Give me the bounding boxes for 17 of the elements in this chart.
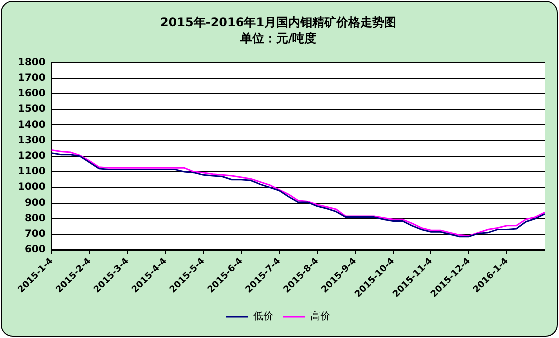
- legend-label: 高价: [310, 310, 330, 323]
- y-tick-label: 1300: [18, 135, 46, 146]
- y-tick-label: 1100: [18, 166, 46, 178]
- chart-title: 2015年-2016年1月国内钼精矿价格走势图: [160, 15, 397, 30]
- legend-label: 低价: [254, 310, 274, 323]
- y-tick-label: 900: [24, 198, 46, 209]
- chart-subtitle: 单位：元/吨度: [239, 32, 317, 46]
- y-tick-label: 1700: [18, 73, 46, 84]
- y-tick-label: 1600: [18, 88, 46, 100]
- y-tick-label: 800: [24, 213, 46, 224]
- y-tick-label: 600: [24, 244, 46, 256]
- y-tick-label: 1200: [18, 151, 46, 162]
- y-tick-label: 1400: [18, 120, 46, 131]
- y-tick-label: 1800: [18, 57, 46, 68]
- y-tick-label: 1000: [18, 182, 46, 194]
- y-tick-label: 1500: [18, 104, 46, 116]
- y-tick-label: 700: [24, 229, 46, 240]
